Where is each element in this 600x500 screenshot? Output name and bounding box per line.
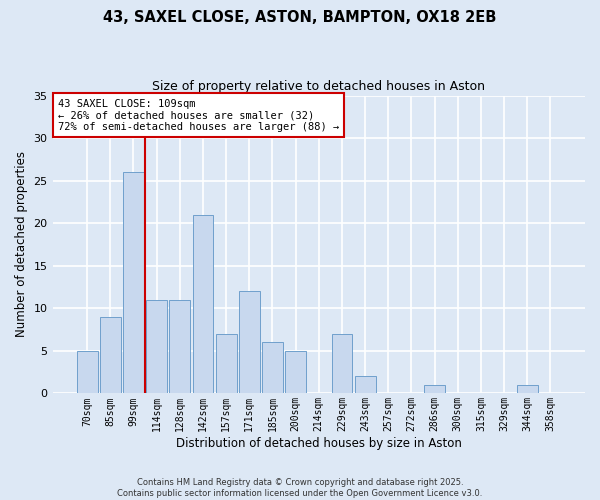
Y-axis label: Number of detached properties: Number of detached properties <box>15 152 28 338</box>
Text: 43, SAXEL CLOSE, ASTON, BAMPTON, OX18 2EB: 43, SAXEL CLOSE, ASTON, BAMPTON, OX18 2E… <box>103 10 497 25</box>
Title: Size of property relative to detached houses in Aston: Size of property relative to detached ho… <box>152 80 485 93</box>
Bar <box>285 351 306 394</box>
Text: Contains HM Land Registry data © Crown copyright and database right 2025.
Contai: Contains HM Land Registry data © Crown c… <box>118 478 482 498</box>
X-axis label: Distribution of detached houses by size in Aston: Distribution of detached houses by size … <box>176 437 462 450</box>
Bar <box>424 385 445 394</box>
Bar <box>100 317 121 394</box>
Bar <box>77 351 98 394</box>
Bar <box>239 292 260 394</box>
Bar <box>123 172 144 394</box>
Bar <box>193 214 214 394</box>
Bar <box>517 385 538 394</box>
Bar <box>355 376 376 394</box>
Bar <box>216 334 236 394</box>
Bar <box>169 300 190 394</box>
Bar <box>146 300 167 394</box>
Text: 43 SAXEL CLOSE: 109sqm
← 26% of detached houses are smaller (32)
72% of semi-det: 43 SAXEL CLOSE: 109sqm ← 26% of detached… <box>58 98 339 132</box>
Bar <box>262 342 283 394</box>
Bar <box>332 334 352 394</box>
